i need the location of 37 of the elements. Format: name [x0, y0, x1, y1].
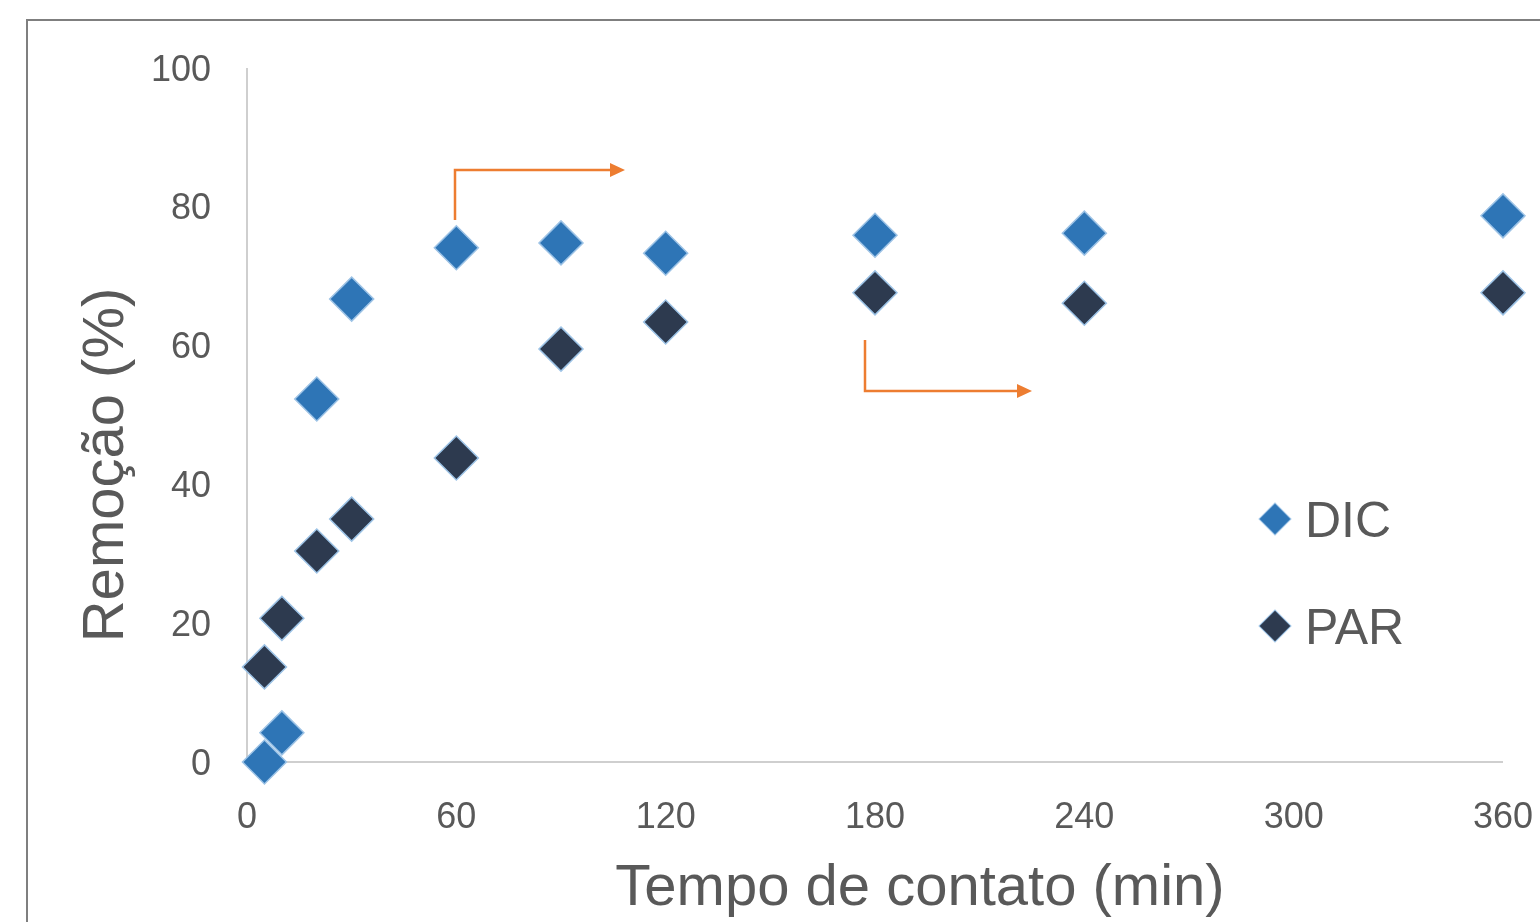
point	[294, 376, 340, 422]
x-axis-title: Tempo de contato (min)	[615, 852, 1225, 917]
point	[642, 230, 689, 277]
point	[433, 435, 480, 481]
point	[538, 220, 584, 266]
y-tick-label: 100	[150, 47, 211, 89]
point	[328, 276, 375, 322]
y-tick-label: 0	[190, 741, 211, 783]
y-tick-label: 20	[170, 602, 211, 644]
legend-label: PAR	[1305, 599, 1405, 655]
x-tick-label: 360	[1472, 795, 1534, 836]
x-tick-label: 240	[1054, 795, 1115, 836]
y-tick-label: 80	[170, 186, 211, 228]
point	[1061, 210, 1108, 256]
point	[642, 299, 689, 345]
x-tick-label: 60	[436, 795, 477, 836]
point	[294, 528, 340, 574]
point	[259, 595, 305, 642]
point	[852, 270, 898, 316]
point	[852, 212, 898, 258]
x-tick-label: 300	[1263, 795, 1324, 836]
x-tick-label: 0	[236, 795, 258, 836]
point	[259, 710, 305, 756]
point	[538, 326, 584, 372]
point	[241, 739, 288, 785]
point	[1480, 270, 1526, 316]
legend-label: DIC	[1305, 492, 1392, 548]
y-tick-label: 60	[170, 325, 211, 367]
point	[433, 225, 480, 271]
point	[1480, 193, 1526, 239]
point	[241, 644, 288, 690]
point	[328, 496, 375, 542]
y-axis-title: Remoção (%)	[70, 287, 135, 643]
y-tick-label: 40	[170, 464, 211, 505]
point	[1061, 280, 1108, 327]
x-tick-label: 120	[635, 795, 696, 836]
x-tick-label: 180	[844, 795, 906, 836]
